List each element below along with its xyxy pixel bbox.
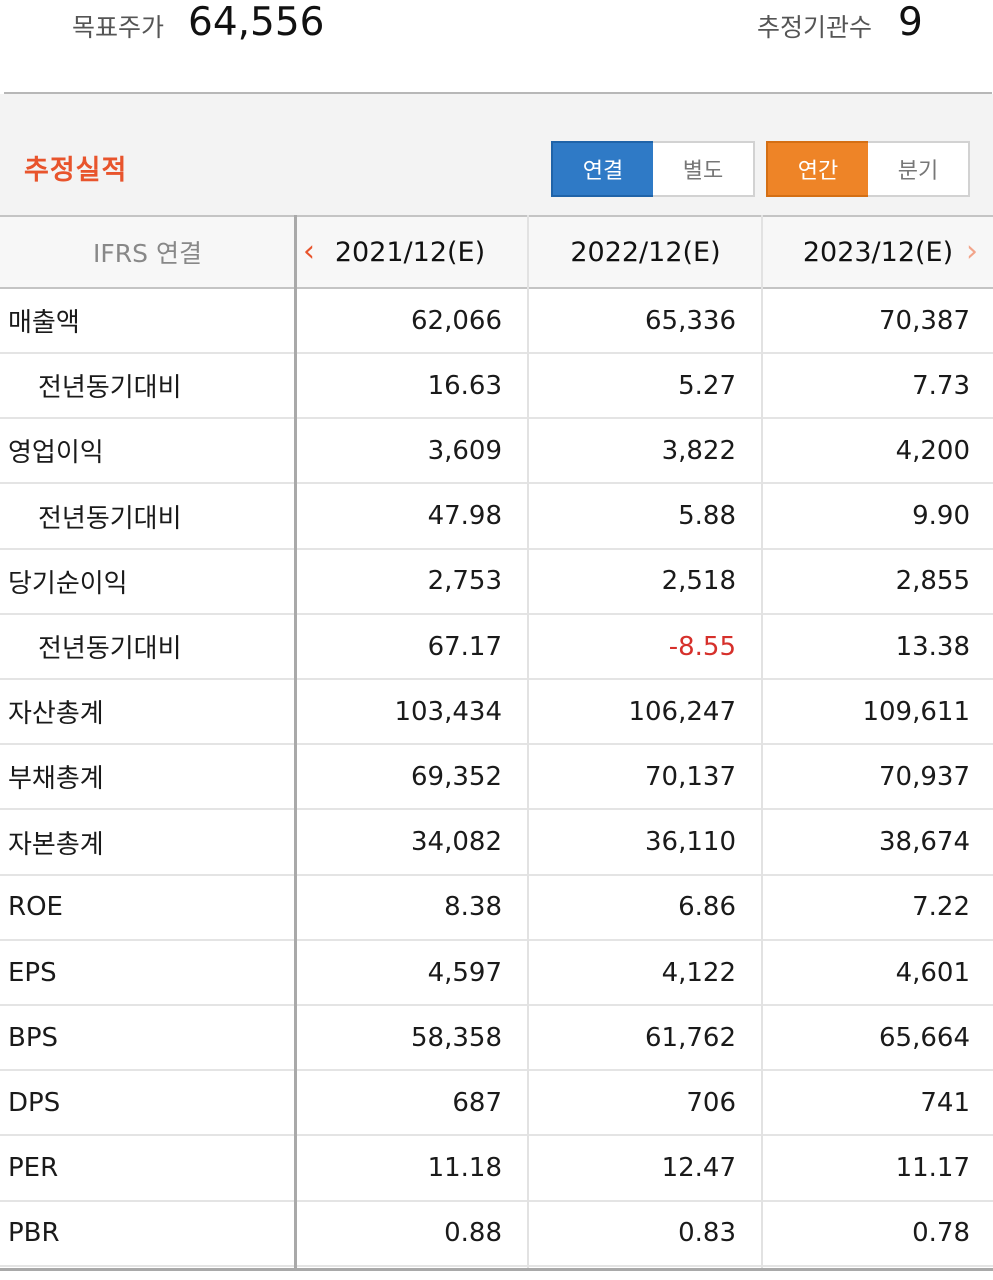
value-cell: 47.98: [427, 501, 502, 532]
value-cell: 70,937: [879, 761, 970, 792]
row-label: 영업이익: [8, 438, 104, 469]
estimator-count-label: 추정기관수: [757, 13, 873, 42]
value-cell: 7.22: [912, 892, 970, 923]
row-label: 전년동기대비: [38, 373, 182, 404]
value-cell: 687: [452, 1087, 502, 1118]
value-cell: 4,601: [895, 957, 970, 988]
section-divider: [4, 92, 992, 94]
value-cell: 0.88: [444, 1218, 502, 1249]
row-label: 전년동기대비: [38, 503, 182, 534]
row-label: 매출액: [8, 308, 80, 338]
table-row: 당기순이익 2,753 2,518 2,855: [0, 550, 993, 615]
row-label: 자본총계: [8, 829, 104, 860]
row-label: 당기순이익: [8, 568, 128, 599]
value-cell: 61,762: [645, 1022, 736, 1053]
prev-period-arrow-icon[interactable]: ‹: [303, 234, 315, 269]
value-cell: 12.47: [661, 1153, 736, 1184]
value-cell: 109,611: [862, 696, 970, 727]
table-row: DPS 687 706 741: [0, 1071, 993, 1137]
column-header-2022: 2022/12(E): [570, 236, 721, 268]
target-price-value: 64,556: [188, 0, 325, 45]
column-header-2023: 2023/12(E): [802, 236, 954, 268]
row-label: 전년동기대비: [38, 634, 182, 664]
column-header-2021: 2021/12(E): [334, 236, 486, 268]
label-column-divider: [294, 215, 297, 1270]
row-label: EPS: [8, 957, 57, 988]
value-cell: 4,122: [661, 957, 736, 988]
value-cell: 103,434: [394, 696, 502, 727]
value-cell: 11.17: [895, 1153, 970, 1184]
annual-toggle-button[interactable]: 연간: [766, 141, 870, 197]
table-row: 매출액 62,066 65,336 70,387: [0, 289, 993, 354]
row-label: PER: [8, 1153, 59, 1184]
table-row: 자본총계 34,082 36,110 38,674: [0, 811, 993, 876]
table-row: 자산총계 103,434 106,247 109,611: [0, 680, 993, 746]
header-label: IFRS 연결: [93, 239, 202, 268]
estimator-count-value: 9: [898, 0, 923, 45]
value-cell: 2,753: [427, 566, 502, 597]
summary-bar: 목표주가 64,556 추정기관수 9: [0, 0, 993, 92]
table-header: IFRS 연결 ‹ 2021/12(E) 2022/12(E) 2023/12(…: [0, 215, 993, 289]
value-cell: 0.78: [912, 1218, 970, 1249]
value-cell: 58,358: [411, 1022, 502, 1053]
value-cell: 4,597: [427, 957, 502, 988]
table-row: PER 11.18 12.47 11.17: [0, 1137, 993, 1202]
value-cell: 2,855: [895, 566, 970, 597]
section-title: 추정실적: [24, 155, 128, 186]
separate-toggle-button[interactable]: 별도: [653, 141, 755, 197]
column-divider: [527, 215, 529, 1270]
value-cell: 69,352: [411, 761, 502, 792]
row-label: DPS: [8, 1087, 61, 1118]
value-cell: 67.17: [427, 631, 502, 662]
value-cell: 70,137: [645, 761, 736, 792]
column-divider: [761, 215, 763, 1270]
value-cell: 13.38: [895, 631, 970, 662]
estimate-section-header: 추정실적 연결 별도 연간 분기: [0, 94, 993, 215]
value-cell: 9.90: [912, 501, 970, 532]
value-cell: 106,247: [628, 696, 736, 727]
value-cell: 70,387: [879, 305, 970, 336]
value-cell: 36,110: [645, 827, 736, 858]
table-row: 부채총계 69,352 70,137 70,937: [0, 745, 993, 811]
value-cell: 65,336: [645, 305, 736, 336]
value-cell: 5.88: [678, 501, 736, 532]
value-cell: 706: [686, 1087, 736, 1118]
quarterly-toggle-button[interactable]: 분기: [868, 141, 970, 197]
value-cell: 4,200: [895, 435, 970, 466]
value-cell: 741: [920, 1087, 970, 1118]
value-cell: -8.55: [668, 631, 736, 662]
table-row: 전년동기대비 16.63 5.27 7.73: [0, 354, 993, 420]
table-row: EPS 4,597 4,122 4,601: [0, 941, 993, 1006]
value-cell: 7.73: [912, 370, 970, 401]
value-cell: 11.18: [427, 1153, 502, 1184]
value-cell: 16.63: [427, 370, 502, 401]
table-row: PBR 0.88 0.83 0.78: [0, 1202, 993, 1267]
table-row: ROE 8.38 6.86 7.22: [0, 876, 993, 941]
table-bottom-border: [0, 1268, 993, 1271]
value-cell: 2,518: [661, 566, 736, 597]
consolidated-toggle-button[interactable]: 연결: [551, 141, 655, 197]
value-cell: 62,066: [411, 305, 502, 336]
value-cell: 6.86: [678, 892, 736, 923]
value-cell: 5.27: [678, 370, 736, 401]
row-label: PBR: [8, 1218, 60, 1249]
value-cell: 0.83: [678, 1218, 736, 1249]
table-row: 전년동기대비 67.17 -8.55 13.38: [0, 615, 993, 680]
row-label: BPS: [8, 1022, 59, 1053]
value-cell: 3,822: [661, 435, 736, 466]
value-cell: 34,082: [411, 827, 502, 858]
value-cell: 3,609: [427, 435, 502, 466]
row-label: 부채총계: [8, 764, 104, 795]
table-row: BPS 58,358 61,762 65,664: [0, 1006, 993, 1072]
value-cell: 65,664: [879, 1022, 970, 1053]
next-period-arrow-icon[interactable]: ›: [966, 234, 978, 269]
row-label: ROE: [8, 892, 63, 923]
value-cell: 8.38: [444, 892, 502, 923]
row-label: 자산총계: [8, 699, 104, 730]
table-row: 전년동기대비 47.98 5.88 9.90: [0, 485, 993, 550]
table-row: 영업이익 3,609 3,822 4,200: [0, 419, 993, 485]
value-cell: 38,674: [879, 827, 970, 858]
target-price-label: 목표주가: [72, 13, 165, 42]
